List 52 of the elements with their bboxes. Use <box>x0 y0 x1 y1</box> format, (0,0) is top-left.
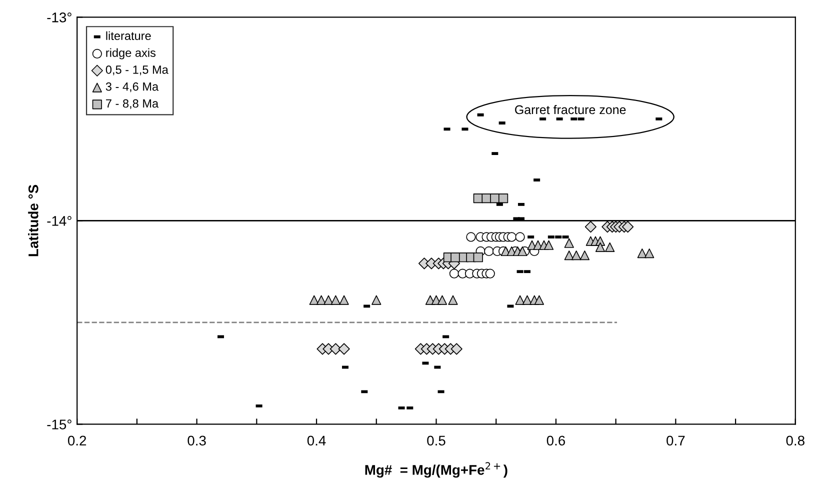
point <box>584 221 596 233</box>
x-tick-label: 0.2 <box>68 436 86 446</box>
y-tick-label: -13° <box>47 12 72 22</box>
point <box>309 295 319 305</box>
point <box>330 295 340 305</box>
point <box>437 295 448 305</box>
point <box>448 295 458 305</box>
point <box>572 250 582 260</box>
x-tick-label: 0.3 <box>188 436 206 446</box>
legend-label: ridge axis <box>106 48 156 60</box>
point <box>580 250 590 260</box>
legend-label: 3 - 4,6 Ma <box>106 82 159 92</box>
legend-label: 0,5 - 1,5 Ma <box>106 65 168 76</box>
point <box>372 295 382 305</box>
point <box>339 295 349 305</box>
point <box>544 240 554 250</box>
x-tick-label: 0.5 <box>427 436 446 446</box>
point <box>466 232 476 242</box>
point <box>518 246 528 256</box>
legend-label: 7 - 8,8 Ma <box>106 99 159 110</box>
point <box>515 295 525 305</box>
point <box>522 295 532 305</box>
point <box>330 343 342 355</box>
point <box>564 238 574 248</box>
point <box>515 232 525 242</box>
annotation: Garret fracture zone <box>515 104 626 114</box>
x-tick-label: 0.8 <box>786 436 804 446</box>
x-tick-label: 0.7 <box>666 436 685 446</box>
x-axis-title: Mg# = Mg/(Mg+Fe$^{2+}$) <box>365 462 508 478</box>
point <box>338 343 350 355</box>
point <box>316 295 326 305</box>
x-tick-label: 0.4 <box>307 436 326 446</box>
point <box>450 343 462 355</box>
y-axis-title: Latitude °S <box>28 184 38 256</box>
point <box>484 246 494 256</box>
x-tick-label: 0.6 <box>546 436 566 446</box>
point <box>622 221 634 233</box>
y-tick-label: -15° <box>47 420 72 430</box>
point <box>473 252 483 262</box>
point <box>498 194 508 204</box>
point <box>534 295 544 305</box>
point <box>637 248 647 258</box>
point <box>449 268 460 278</box>
point <box>485 268 495 278</box>
legend-label: literature <box>106 31 151 40</box>
point <box>506 232 516 242</box>
point <box>564 250 574 260</box>
y-tick-label: -14° <box>47 216 72 226</box>
point <box>605 242 615 252</box>
point <box>324 295 334 305</box>
point <box>595 242 606 252</box>
point <box>644 248 654 258</box>
